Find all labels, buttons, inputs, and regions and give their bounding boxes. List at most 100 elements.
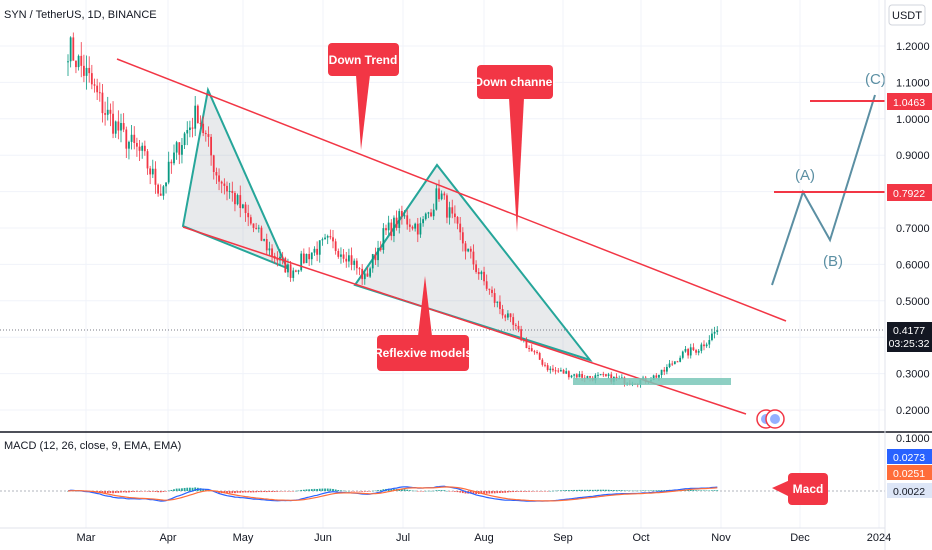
macd-histogram-bar: [517, 491, 520, 492]
candle: [321, 237, 324, 246]
macd-histogram-bar: [263, 491, 265, 493]
candle: [395, 210, 398, 231]
time-axis[interactable]: Mar Apr May Jun Jul Aug Sep Oct Nov Dec 2024: [0, 527, 891, 544]
macd-histogram-bar: [260, 491, 263, 493]
candle: [239, 185, 242, 218]
tag-last-price-label: 0.4177: [893, 325, 925, 337]
time-tick-label: Aug: [474, 532, 494, 544]
candle: [689, 343, 692, 359]
macd-histogram-bar: [631, 490, 634, 492]
candle: [133, 126, 136, 150]
macd-histogram-bar: [427, 490, 430, 492]
candle: [252, 223, 255, 233]
candle: [67, 54, 69, 76]
candle: [711, 328, 713, 342]
macd-histogram-bar: [125, 491, 128, 493]
candle: [196, 104, 199, 124]
macd-histogram-bar: [655, 490, 658, 491]
tag-target-a-label: 0.7922: [893, 188, 925, 200]
macd-histogram-bar: [257, 491, 260, 493]
macd-histogram-bar: [157, 491, 159, 493]
candle: [443, 191, 446, 200]
candle: [448, 201, 451, 225]
candle: [374, 247, 377, 266]
macd-histogram-bar: [552, 490, 554, 492]
macd-histogram-bar: [268, 491, 271, 492]
candle: [684, 345, 687, 353]
macd-histogram-bar: [438, 490, 440, 491]
macd-histogram-bar: [591, 489, 594, 491]
macd-histogram-bar: [302, 489, 305, 491]
tag-macd-histogram-label: 0.0022: [893, 486, 925, 498]
signal-line: [67, 486, 718, 502]
macd-histogram-bar: [109, 491, 112, 493]
candle: [218, 168, 220, 191]
macd-histogram-bar: [374, 490, 377, 492]
candle: [419, 217, 422, 238]
candle: [597, 372, 599, 379]
macd-histogram-bar: [650, 490, 652, 491]
candle: [194, 96, 197, 137]
currency-button[interactable]: USDT: [888, 4, 926, 26]
macd-histogram-bar: [98, 491, 101, 493]
candle: [477, 268, 480, 280]
macd-histogram-bar: [363, 491, 366, 492]
macd-histogram-bar: [636, 490, 639, 492]
candle: [605, 373, 607, 377]
tag-macd-signal: 0.0273: [887, 449, 932, 464]
macd-histogram-bar: [695, 490, 697, 491]
candle: [440, 190, 443, 201]
macd-histogram-bar: [310, 489, 313, 491]
macd-histogram-bar: [501, 491, 504, 493]
macd-histogram-bar: [130, 491, 133, 492]
candle: [660, 369, 663, 379]
candle: [109, 103, 112, 127]
candle: [329, 229, 332, 240]
candle: [342, 249, 345, 263]
price-tick-label: 1.1000: [896, 77, 930, 89]
candle: [265, 233, 268, 255]
candle: [310, 252, 313, 266]
macd-histogram-bar: [162, 491, 165, 492]
macd-histogram-bar: [128, 491, 130, 493]
macd-histogram-bar: [244, 491, 247, 493]
candle: [485, 274, 488, 291]
macd-histogram-bar: [575, 489, 578, 491]
candle: [464, 240, 467, 260]
candle: [385, 224, 387, 236]
macd-histogram-bar: [340, 490, 342, 491]
dividend-badge-icon[interactable]: [756, 409, 785, 429]
macd-histogram-bar: [308, 489, 311, 491]
candle: [456, 215, 459, 230]
macd-histogram-bar: [663, 490, 666, 491]
candle: [533, 349, 536, 355]
candle: [509, 313, 512, 323]
macd-histogram-bar: [369, 491, 371, 492]
macd-histogram-bar: [546, 491, 549, 492]
candle: [525, 337, 528, 349]
candle: [297, 269, 300, 275]
macd-histogram-bar: [178, 488, 181, 491]
candle: [668, 360, 671, 369]
macd-histogram-bar: [599, 489, 602, 491]
macd-histogram-bar: [287, 491, 289, 492]
macd-histogram-bar: [703, 490, 705, 491]
macd-histogram-bar: [189, 487, 191, 491]
candle: [151, 159, 154, 179]
macd-histogram-bar: [273, 491, 276, 492]
macd-histogram-bar: [122, 491, 125, 493]
candle: [562, 368, 565, 374]
candle: [223, 178, 226, 195]
candle: [98, 82, 101, 102]
symbol-title[interactable]: SYN / TetherUS, 1D, BINANCE: [4, 9, 157, 21]
price-axis[interactable]: 1.20001.10001.00000.90000.80000.70000.60…: [884, 0, 932, 550]
candle: [472, 244, 475, 270]
macd-histogram-bar: [507, 491, 509, 493]
tag-macd-value-label: 0.0251: [893, 468, 925, 480]
macd-histogram-bar: [101, 491, 104, 493]
candle: [104, 101, 106, 126]
macd-histogram-bar: [112, 491, 114, 494]
callout-down-trend: Down Trend: [328, 43, 399, 150]
